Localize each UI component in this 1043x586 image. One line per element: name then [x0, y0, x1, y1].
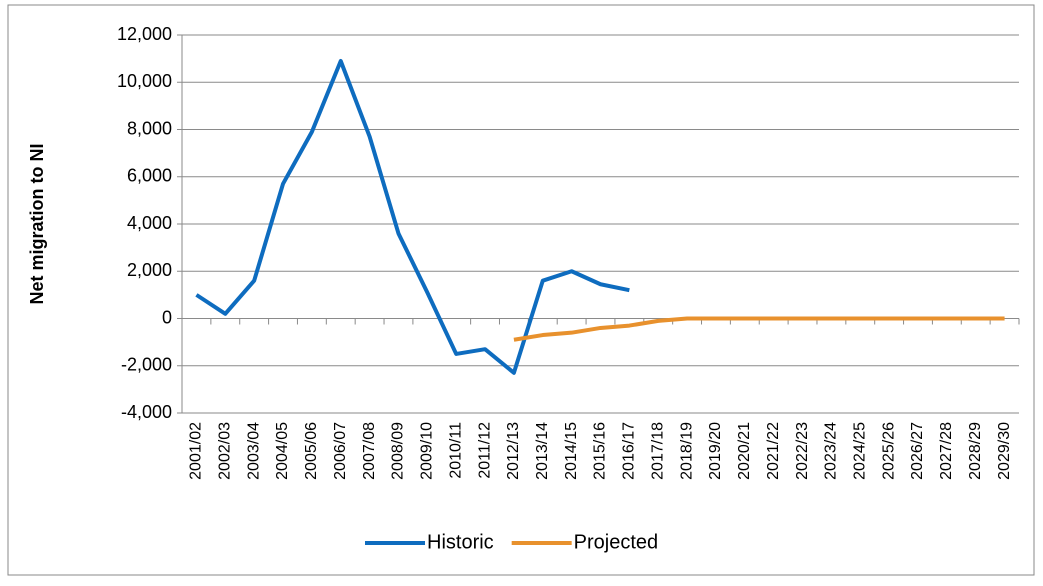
x-tick-label: 2028/29: [967, 422, 984, 480]
x-tick-label: 2018/19: [678, 422, 695, 480]
x-tick-label: 2017/18: [649, 422, 666, 480]
y-tick-label: 12,000: [117, 24, 172, 44]
x-tick-label: 2015/16: [592, 422, 609, 480]
x-tick-label: 2004/05: [274, 422, 291, 480]
legend-label: Historic: [427, 531, 494, 553]
y-tick-label: 10,000: [117, 71, 172, 91]
x-tick-label: 2020/21: [736, 422, 753, 480]
chart-frame: [7, 4, 1035, 576]
y-axis-label: Net migration to NI: [27, 144, 47, 305]
y-tick-label: -4,000: [121, 402, 172, 422]
x-tick-label: 2021/22: [765, 422, 782, 480]
series-line: [195, 58, 630, 375]
x-tick-label: 2026/27: [909, 422, 926, 480]
x-tick-label: 2019/20: [707, 422, 724, 480]
x-tick-label: 2013/14: [534, 422, 551, 480]
y-tick-label: 8,000: [127, 118, 172, 138]
x-tick-label: 2016/17: [621, 422, 638, 480]
x-tick-label: 2012/13: [505, 422, 522, 480]
x-tick-label: 2005/06: [303, 422, 320, 480]
x-tick-label: 2008/09: [390, 422, 407, 480]
y-tick-label: -2,000: [121, 355, 172, 375]
series-line: [513, 316, 1005, 342]
x-tick-label: 2003/04: [245, 422, 262, 480]
legend-label: Projected: [574, 531, 659, 553]
x-tick-label: 2006/07: [332, 422, 349, 480]
y-tick-label: 2,000: [127, 260, 172, 280]
x-tick-label: 2011/12: [476, 422, 493, 479]
x-tick-label: 2009/10: [419, 422, 436, 480]
x-tick-label: 2002/03: [217, 422, 234, 480]
x-tick-label: 2024/25: [851, 422, 868, 480]
x-tick-label: 2007/08: [361, 422, 378, 480]
x-tick-label: 2022/23: [794, 422, 811, 480]
x-tick-label: 2023/24: [823, 422, 840, 480]
y-tick-label: 6,000: [127, 166, 172, 186]
x-tick-label: 2014/15: [563, 422, 580, 480]
y-tick-label: 0: [162, 307, 172, 327]
y-tick-label: 4,000: [127, 213, 172, 233]
x-tick-label: 2025/26: [880, 422, 897, 480]
x-tick-label: 2010/11: [447, 422, 464, 479]
x-tick-label: 2029/30: [996, 422, 1013, 480]
x-tick-label: 2001/02: [188, 422, 205, 480]
x-tick-label: 2027/28: [938, 422, 955, 480]
